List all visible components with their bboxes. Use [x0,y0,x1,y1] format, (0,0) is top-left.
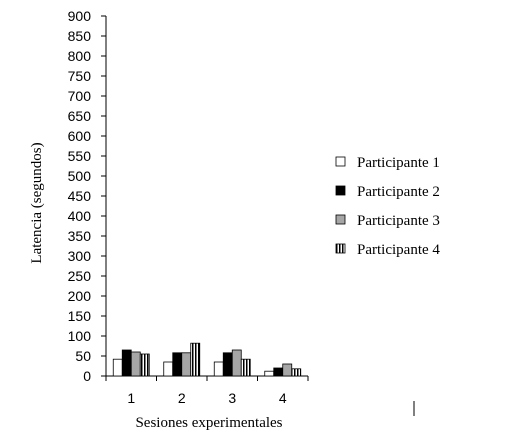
y-tick-label: 600 [68,128,92,144]
y-tick-label: 200 [68,288,92,304]
y-tick-label: 850 [68,28,92,44]
bar [240,358,251,377]
bar [139,353,150,377]
bar [181,352,192,377]
y-tick-label: 900 [68,8,92,24]
legend-swatch [335,185,346,196]
y-axis-title: Latencia (segundos) [29,142,45,263]
bar [112,358,123,377]
bar [121,349,132,377]
legend-swatch [335,156,346,167]
x-tick-label: 1 [127,390,135,406]
y-tick-label: 500 [68,168,92,184]
bar [291,368,302,377]
x-tick-label: 4 [279,390,287,406]
y-tick-label: 300 [68,248,92,264]
bar [190,342,201,377]
bar [130,351,141,377]
bar [264,370,275,377]
y-tick-label: 250 [68,268,92,284]
bars [112,342,302,377]
legend-swatch [335,214,346,225]
legend-swatch [335,243,346,254]
y-tick-label: 400 [68,208,92,224]
y-tick-label: 800 [68,48,92,64]
y-tick-label: 450 [68,188,92,204]
bar [172,352,183,377]
y-tick-label: 100 [68,328,92,344]
y-tick-label: 350 [68,228,92,244]
x-tick-label: 2 [178,390,186,406]
bar [222,352,233,377]
legend: Participante 1 Participante 2 Participante… [335,155,440,258]
x-axis: 1 2 3 4 [105,375,309,406]
y-tick-label: 750 [68,68,92,84]
bar [163,361,174,377]
bar [273,367,284,377]
y-axis: 0 50 100 150 200 250 300 350 400 450 500 550 600 650 7… [68,8,107,384]
bar [231,349,242,377]
bar [282,363,293,377]
legend-label: Participante 2 [357,184,440,200]
y-tick-label: 0 [83,368,91,384]
y-tick-label: 650 [68,108,92,124]
y-tick-label: 50 [75,348,91,364]
y-tick-label: 150 [68,308,92,324]
legend-label: Participante 1 [357,155,440,171]
y-tick-label: 550 [68,148,92,164]
x-tick-label: 3 [228,390,236,406]
x-axis-title: Sesiones experimentales [135,415,282,431]
legend-label: Participante 4 [357,242,440,258]
y-tick-label: 700 [68,88,92,104]
bar [213,361,224,377]
legend-label: Participante 3 [357,213,440,229]
